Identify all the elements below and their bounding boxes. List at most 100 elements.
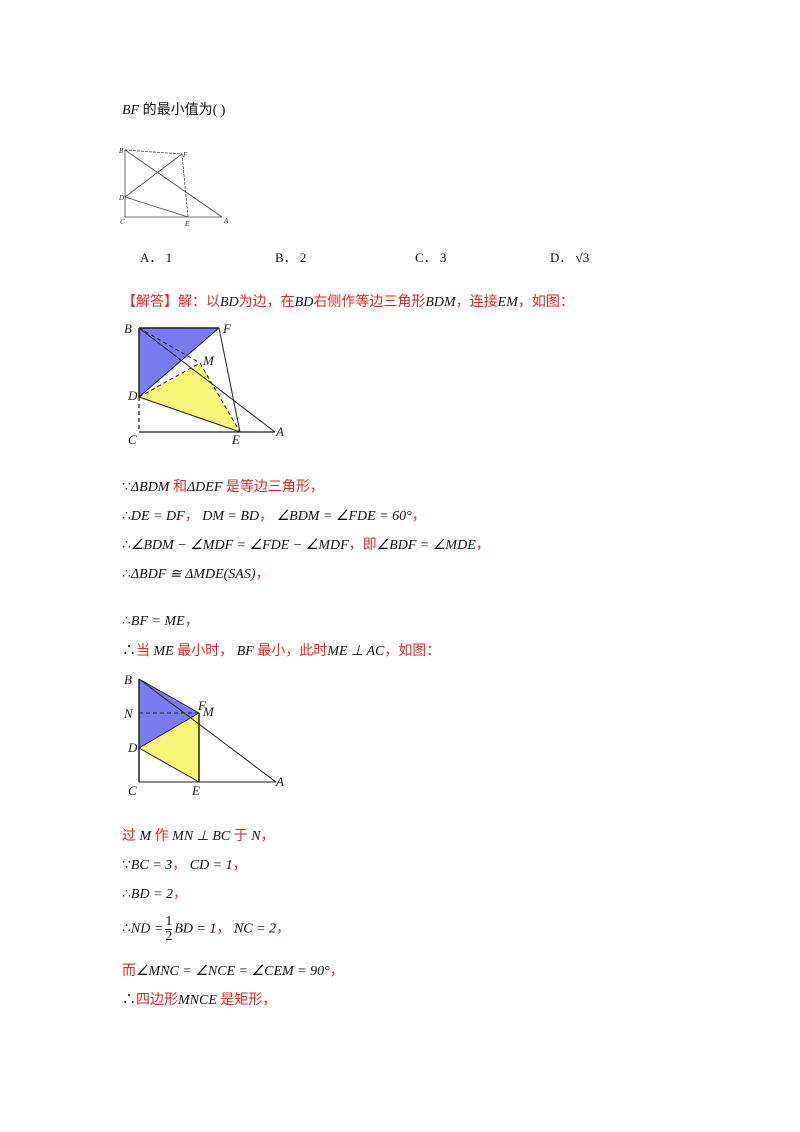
label-n: N — [123, 706, 134, 721]
text: ∴ — [122, 993, 136, 1008]
solution-line-13: ∴四边形MNCE 是矩形， — [122, 992, 276, 1010]
option-label: A． — [140, 250, 163, 265]
text: ， — [184, 614, 199, 629]
solution-line-8: 过 M 作 MN ⊥ BC 于 N， — [122, 828, 275, 846]
text: 当 — [136, 644, 150, 659]
text: ∴ — [122, 567, 131, 582]
answer-blank: ( ) — [212, 103, 226, 118]
text: ， — [411, 509, 426, 524]
solution-line-9: ∵BC = 3， CD = 1， — [122, 857, 247, 875]
label-d: D — [127, 740, 138, 755]
option-b: B． 2 — [275, 247, 306, 266]
label-f: F — [222, 321, 232, 336]
math: DE = DF — [130, 509, 185, 524]
math: DM = BD — [202, 509, 260, 524]
figure-question — [124, 149, 223, 218]
label-f: F — [197, 698, 207, 713]
solution-line-1: 【解答】解：以BD为边，在BD右侧作等边三角形BDM，连接EM，如图： — [122, 294, 574, 312]
text: ∴ — [122, 921, 131, 937]
text: ，如图： — [517, 295, 574, 310]
text: ， — [184, 509, 199, 524]
text: ，连接 — [455, 295, 498, 310]
text: ， — [216, 921, 231, 937]
text: 过 — [122, 829, 136, 844]
text: ∵ — [122, 858, 131, 873]
text: 为边，在 — [238, 295, 295, 310]
yellow-triangle-dme — [139, 363, 240, 432]
math: N — [251, 829, 261, 844]
math: NC = 2 — [233, 921, 277, 937]
text: 最小时， — [177, 644, 234, 659]
option-value: 1 — [165, 250, 173, 265]
math: ME — [153, 644, 174, 659]
math: ∠BDF = ∠MDE — [376, 538, 476, 553]
text: 右侧作等边三角形 — [313, 295, 426, 310]
label-e: E — [191, 783, 200, 798]
option-value: 3 — [439, 250, 447, 265]
stem-text: 的最小值为 — [142, 103, 213, 118]
label-a: A — [275, 774, 284, 789]
label-f: F — [182, 151, 188, 159]
text: 四边形 — [136, 993, 178, 1008]
math: ND = — [130, 921, 164, 937]
label-c: C — [120, 218, 125, 226]
solution-line-10: ∴BD = 2， — [122, 886, 187, 904]
math-bf: BF — [122, 103, 140, 118]
solution-line-3: ∴DE = DF， DM = BD， ∠BDM = ∠FDE = 60°， — [122, 508, 426, 526]
option-label: B． — [275, 250, 297, 265]
text: ， — [232, 858, 247, 873]
math: MN ⊥ BC — [172, 829, 231, 844]
label-e: E — [231, 432, 240, 447]
math: ∠BDM = ∠FDE = 60° — [276, 509, 412, 524]
math: CD = 1 — [189, 858, 233, 873]
text: ， — [255, 567, 270, 582]
math: BF = ME — [130, 614, 185, 629]
text: ， — [260, 829, 275, 844]
math: M — [139, 829, 152, 844]
solution-line-11: ∴ND = 1 2 BD = 1， NC = 2， — [122, 915, 290, 944]
text: ， — [259, 509, 274, 524]
math: BD = 1 — [174, 921, 217, 937]
text: 和 — [172, 480, 187, 495]
text: ∵ — [122, 480, 131, 495]
text: ， — [329, 964, 344, 979]
solution-line-6: ∴BF = ME， — [122, 613, 199, 631]
text: 以 — [206, 295, 220, 310]
solution-heading: 【解答】解： — [122, 295, 206, 310]
option-d: D． √3 — [550, 247, 589, 266]
text: ， — [276, 921, 291, 937]
label-a: A — [223, 217, 229, 225]
math: BF — [236, 644, 254, 659]
math: BD — [294, 295, 314, 310]
solution-line-7: ∴当 ME 最小时， BF 最小，此时ME ⊥ AC，如图： — [122, 643, 440, 661]
math: MNCE — [178, 993, 217, 1008]
figure-solution-1: B F M D C E A — [124, 321, 284, 447]
math: ∠BDM − ∠MDF = ∠FDE − ∠MDF — [130, 538, 349, 553]
math: ΔDEF — [186, 480, 223, 495]
text: 于 — [233, 829, 248, 844]
text: 是矩形， — [220, 993, 277, 1008]
label-d: D — [118, 194, 124, 202]
label-d: D — [127, 388, 138, 403]
option-value: 2 — [299, 250, 307, 265]
text: ∴ — [122, 614, 131, 629]
solution-line-12: 而∠MNC = ∠NCE = ∠CEM = 90°， — [122, 963, 344, 981]
text: 是等边三角形， — [225, 480, 324, 495]
math: ΔBDM — [130, 480, 170, 495]
denominator: 2 — [165, 929, 173, 944]
option-label: D． — [550, 250, 573, 265]
math: BC = 3 — [130, 858, 173, 873]
text: ，如图： — [384, 644, 441, 659]
label-m: M — [202, 353, 215, 368]
text: ，即 — [348, 538, 377, 553]
text: 最小，此时 — [257, 644, 328, 659]
solution-line-5: ∴ΔBDF ≅ ΔMDE(SAS)， — [122, 566, 270, 584]
math: BDM — [425, 295, 456, 310]
text: ∴ — [122, 509, 131, 524]
label-m: M — [202, 704, 215, 719]
label-b: B — [119, 147, 124, 155]
text: ∴ — [122, 538, 131, 553]
label-b: B — [124, 672, 132, 687]
